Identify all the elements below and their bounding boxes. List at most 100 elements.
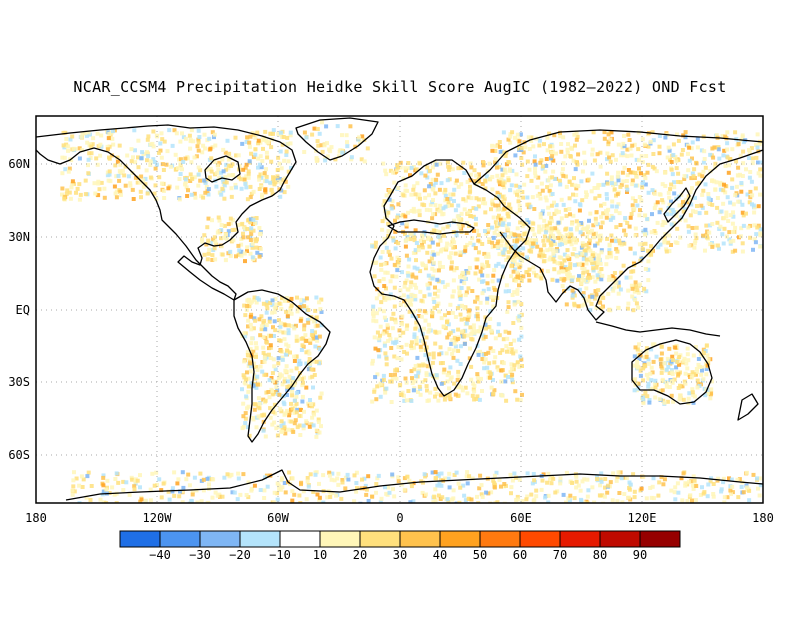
skill-cell (246, 297, 251, 302)
skill-cell (206, 500, 211, 503)
skill-cell (705, 353, 710, 358)
skill-cell (471, 242, 476, 247)
skill-cell (150, 141, 155, 146)
skill-cell (228, 249, 233, 254)
skill-cell (237, 175, 242, 180)
skill-cell (521, 246, 526, 251)
skill-cell (281, 421, 286, 426)
skill-cell (487, 237, 492, 242)
skill-cell (230, 173, 235, 177)
skill-cell (285, 379, 290, 384)
skill-cell (755, 145, 760, 150)
skill-cell (411, 251, 416, 255)
skill-cell (237, 248, 242, 253)
skill-cell (451, 192, 456, 197)
skill-cell (496, 232, 501, 237)
skill-cell (159, 131, 164, 136)
skill-cell (445, 282, 450, 287)
skill-cell (517, 263, 522, 267)
skill-cell (227, 151, 232, 156)
skill-cell (404, 222, 409, 227)
skill-cell (292, 326, 297, 331)
skill-cell (650, 386, 655, 391)
skill-cell (656, 493, 661, 498)
skill-cell (543, 230, 548, 235)
skill-cell (190, 492, 195, 497)
skill-cell (81, 477, 86, 482)
skill-cell (533, 170, 538, 175)
skill-cell (309, 332, 314, 337)
skill-cell (77, 197, 82, 202)
skill-cell (702, 157, 707, 161)
skill-cell (389, 400, 394, 404)
skill-cell (490, 279, 495, 284)
skill-cell (482, 360, 487, 365)
skill-cell (277, 318, 281, 323)
skill-cell (686, 143, 690, 148)
skill-cell (497, 333, 502, 338)
skill-cell (445, 160, 450, 165)
skill-cell (483, 179, 488, 184)
skill-cell (80, 132, 85, 137)
skill-cell (686, 224, 691, 229)
skill-cell (662, 361, 667, 366)
skill-cell (493, 149, 498, 153)
skill-cell (299, 297, 304, 302)
skill-cell (547, 221, 552, 226)
skill-cell (317, 430, 322, 435)
skill-cell (69, 158, 74, 163)
skill-cell (462, 275, 467, 280)
skill-cell (482, 366, 487, 371)
skill-cell (395, 215, 400, 220)
skill-cell (710, 222, 715, 226)
skill-cell (101, 483, 106, 488)
skill-cell (443, 326, 448, 331)
skill-cell (186, 472, 191, 477)
skill-cell (633, 226, 638, 231)
skill-cell (85, 140, 90, 145)
skill-cell (425, 388, 429, 393)
skill-cell (394, 376, 399, 381)
skill-cell (516, 247, 521, 252)
skill-cell (609, 175, 614, 180)
skill-cell (414, 341, 419, 346)
skill-cell (642, 142, 647, 147)
skill-cell (545, 185, 550, 190)
skill-cell (245, 350, 250, 355)
skill-cell (173, 167, 178, 172)
skill-cell (660, 377, 665, 382)
skill-cell (457, 285, 461, 290)
skill-cell (628, 215, 633, 220)
skill-cell (405, 474, 410, 479)
skill-cell (483, 352, 488, 356)
skill-cell (211, 237, 216, 242)
skill-cell (632, 489, 637, 494)
south-america-coast (233, 289, 331, 443)
skill-cell (552, 253, 557, 258)
skill-cell (319, 297, 324, 302)
skill-cell (441, 265, 445, 269)
skill-cell (597, 493, 602, 498)
skill-cell (161, 189, 166, 193)
skill-cell (292, 492, 297, 497)
skill-cell (129, 147, 134, 152)
skill-cell (408, 284, 413, 289)
skill-cell (659, 344, 664, 349)
skill-cell (254, 385, 259, 390)
skill-cell (188, 139, 193, 144)
skill-cell (314, 156, 319, 161)
skill-cell (488, 309, 493, 314)
skill-cell (640, 181, 645, 186)
skill-cell (423, 378, 428, 383)
skill-cell (470, 236, 475, 241)
skill-cell (270, 371, 275, 376)
skill-cell (683, 371, 688, 376)
skill-cell (152, 160, 157, 164)
skill-cell (569, 233, 574, 237)
skill-cell (663, 135, 668, 140)
skill-cell (639, 198, 644, 203)
skill-cell (558, 261, 562, 266)
skill-cell (686, 168, 691, 173)
skill-cell (227, 173, 232, 178)
skill-cell (602, 130, 607, 135)
